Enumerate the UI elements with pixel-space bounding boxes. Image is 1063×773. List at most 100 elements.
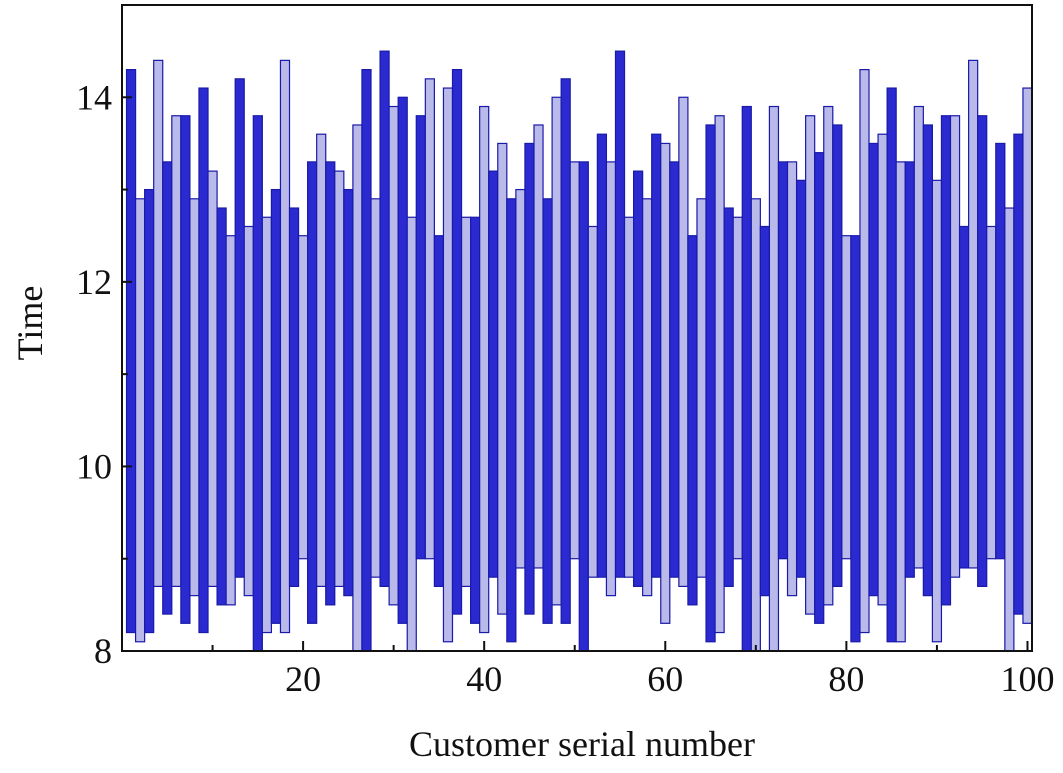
range-bar <box>297 235 309 560</box>
range-bar <box>460 216 472 587</box>
range-bar <box>614 50 626 578</box>
range-bar <box>134 198 146 643</box>
range-bar <box>741 105 752 652</box>
x-axis-label: Customer serial number <box>409 724 755 764</box>
range-bar <box>343 188 354 597</box>
range-bar <box>125 68 137 634</box>
range-bar <box>270 188 282 624</box>
range-bar <box>669 161 680 578</box>
range-bar <box>805 115 816 615</box>
range-bar <box>642 198 653 597</box>
range-bar <box>470 216 481 624</box>
range-bar <box>968 59 979 569</box>
y-tick-label: 10 <box>76 446 112 486</box>
range-bar <box>750 198 761 652</box>
range-bar <box>868 142 879 597</box>
x-tick-label: 20 <box>285 659 321 699</box>
range-bar <box>515 188 526 569</box>
range-bar <box>488 170 499 578</box>
y-tick-label: 14 <box>76 77 112 117</box>
range-bar <box>180 115 191 624</box>
range-bar <box>379 50 390 587</box>
range-bar <box>714 115 725 634</box>
range-bar <box>424 78 435 560</box>
range-bar <box>995 142 1006 560</box>
range-bar <box>406 216 417 652</box>
range-bar <box>777 161 789 560</box>
range-bar <box>433 235 445 587</box>
range-bar <box>234 78 245 578</box>
range-bar <box>958 225 970 569</box>
range-bar <box>696 198 707 578</box>
range-bar <box>759 225 771 597</box>
x-tick-label: 60 <box>647 659 683 699</box>
range-bar <box>252 115 263 652</box>
range-bar <box>198 87 209 634</box>
range-bar <box>651 133 662 578</box>
range-bar <box>560 78 571 624</box>
range-bar <box>931 179 943 643</box>
x-tick-label: 80 <box>828 659 864 699</box>
range-bar <box>207 170 218 587</box>
range-bar <box>587 225 598 578</box>
range-bar <box>723 207 734 587</box>
range-bar <box>144 188 155 634</box>
range-bar <box>786 161 798 597</box>
range-bar <box>316 133 327 588</box>
range-bar <box>189 198 200 597</box>
range-bar <box>334 170 345 587</box>
range-bar <box>325 161 336 606</box>
range-bar <box>922 124 933 597</box>
range-bar <box>913 105 924 569</box>
range-bar <box>162 161 173 615</box>
range-bar <box>533 124 544 569</box>
range-bar <box>678 96 689 588</box>
range-bar <box>569 161 580 560</box>
range-bar <box>886 87 897 643</box>
range-bar <box>171 115 182 587</box>
range-bar <box>279 59 291 634</box>
range-bar <box>225 235 236 606</box>
range-bar <box>1022 87 1033 624</box>
range-bar <box>940 115 952 606</box>
range-bar <box>442 87 454 643</box>
range-bar <box>216 207 227 606</box>
range-bar <box>497 142 508 615</box>
range-bar <box>949 115 961 578</box>
range-bar <box>288 207 300 587</box>
range-bar <box>1004 207 1015 652</box>
range-bar <box>524 142 535 615</box>
range-bar <box>660 142 671 624</box>
range-bar <box>904 161 915 578</box>
range-bar <box>361 68 372 652</box>
range-bar <box>732 216 743 560</box>
range-bar <box>153 59 164 587</box>
range-bar <box>596 133 608 578</box>
plot-frame <box>121 4 1033 652</box>
range-bar <box>307 161 318 624</box>
range-bar <box>832 124 843 587</box>
range-bar <box>243 225 254 597</box>
range-bar <box>841 235 852 560</box>
range-bar <box>542 198 553 624</box>
range-bar <box>506 198 517 643</box>
range-bar <box>977 115 988 587</box>
range-bar <box>687 235 698 606</box>
y-tick-label: 12 <box>76 262 112 302</box>
range-bar <box>451 68 463 615</box>
range-bar <box>415 115 426 560</box>
x-tick-label: 40 <box>466 659 502 699</box>
range-bar <box>352 124 363 652</box>
y-axis-label: Time <box>10 286 50 361</box>
range-bar <box>986 225 997 560</box>
range-bar <box>1013 133 1024 615</box>
x-tick-label: 100 <box>1000 659 1054 699</box>
range-bar <box>859 68 870 634</box>
range-bar <box>795 179 807 578</box>
range-bar <box>768 105 780 652</box>
range-bar <box>479 105 490 634</box>
range-bar <box>823 105 834 606</box>
range-bar <box>850 235 861 643</box>
range-bar <box>551 96 562 606</box>
range-bar <box>388 105 399 606</box>
